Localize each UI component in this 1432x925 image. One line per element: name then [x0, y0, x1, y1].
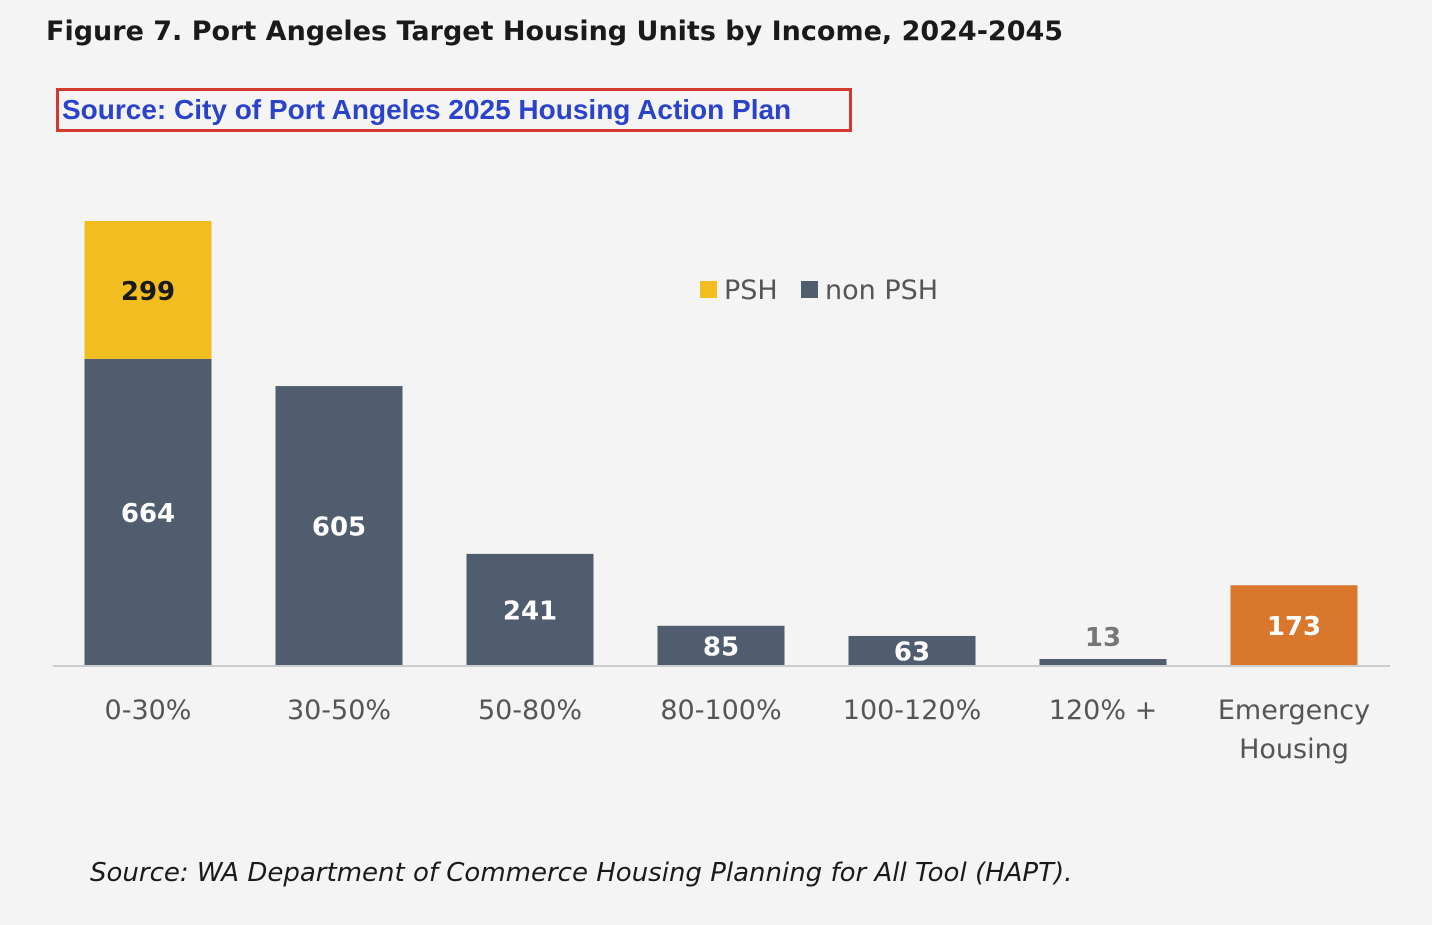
- data-label: 299: [121, 277, 175, 307]
- bar--6: [1230, 585, 1358, 665]
- data-label: 85: [703, 632, 739, 662]
- source-note: Source: City of Port Angeles 2025 Housin…: [62, 94, 792, 125]
- chart-title: Figure 7. Port Angeles Target Housing Un…: [46, 16, 1064, 47]
- x-tick-label: 50-80%: [478, 695, 582, 726]
- x-tick-label: 100-120%: [843, 695, 981, 726]
- bar-non-psh-1: [275, 386, 403, 665]
- bar-psh-0: [84, 221, 212, 359]
- x-tick-label: 120% +: [1049, 695, 1157, 726]
- bar-non-psh-4: [848, 635, 976, 665]
- data-label: 605: [312, 513, 366, 543]
- x-tick-label: 30-50%: [287, 695, 391, 726]
- bar-non-psh-0: [84, 358, 212, 665]
- legend-label-1: non PSH: [825, 275, 938, 306]
- data-label: 241: [503, 596, 557, 626]
- bar-chart: 664 299 0-30% 605 30-50% 241 50-80% 85 80-100% 63…: [53, 221, 1390, 765]
- x-tick-label: Emergency Housing: [1218, 695, 1370, 765]
- x-tick-label: 0-30%: [105, 695, 192, 726]
- bar-non-psh-3: [657, 625, 785, 665]
- x-tick-label: 80-100%: [660, 695, 781, 726]
- x-tick-label-line: Emergency: [1218, 695, 1370, 726]
- data-label: 173: [1267, 612, 1321, 642]
- bar-non-psh-2: [466, 553, 594, 665]
- legend-swatch-1: [801, 281, 818, 298]
- legend-swatch-0: [700, 281, 717, 298]
- data-label: 13: [1085, 623, 1121, 653]
- footnote: Source: WA Department of Commerce Housin…: [90, 858, 1073, 888]
- bar-non-psh-5: [1039, 659, 1167, 665]
- legend-label-0: PSH: [724, 275, 778, 306]
- data-label: 664: [121, 499, 175, 529]
- data-label: 63: [894, 637, 930, 667]
- source-note-box: Source: City of Port Angeles 2025 Housin…: [56, 88, 852, 132]
- x-tick-label-line: Housing: [1239, 734, 1349, 765]
